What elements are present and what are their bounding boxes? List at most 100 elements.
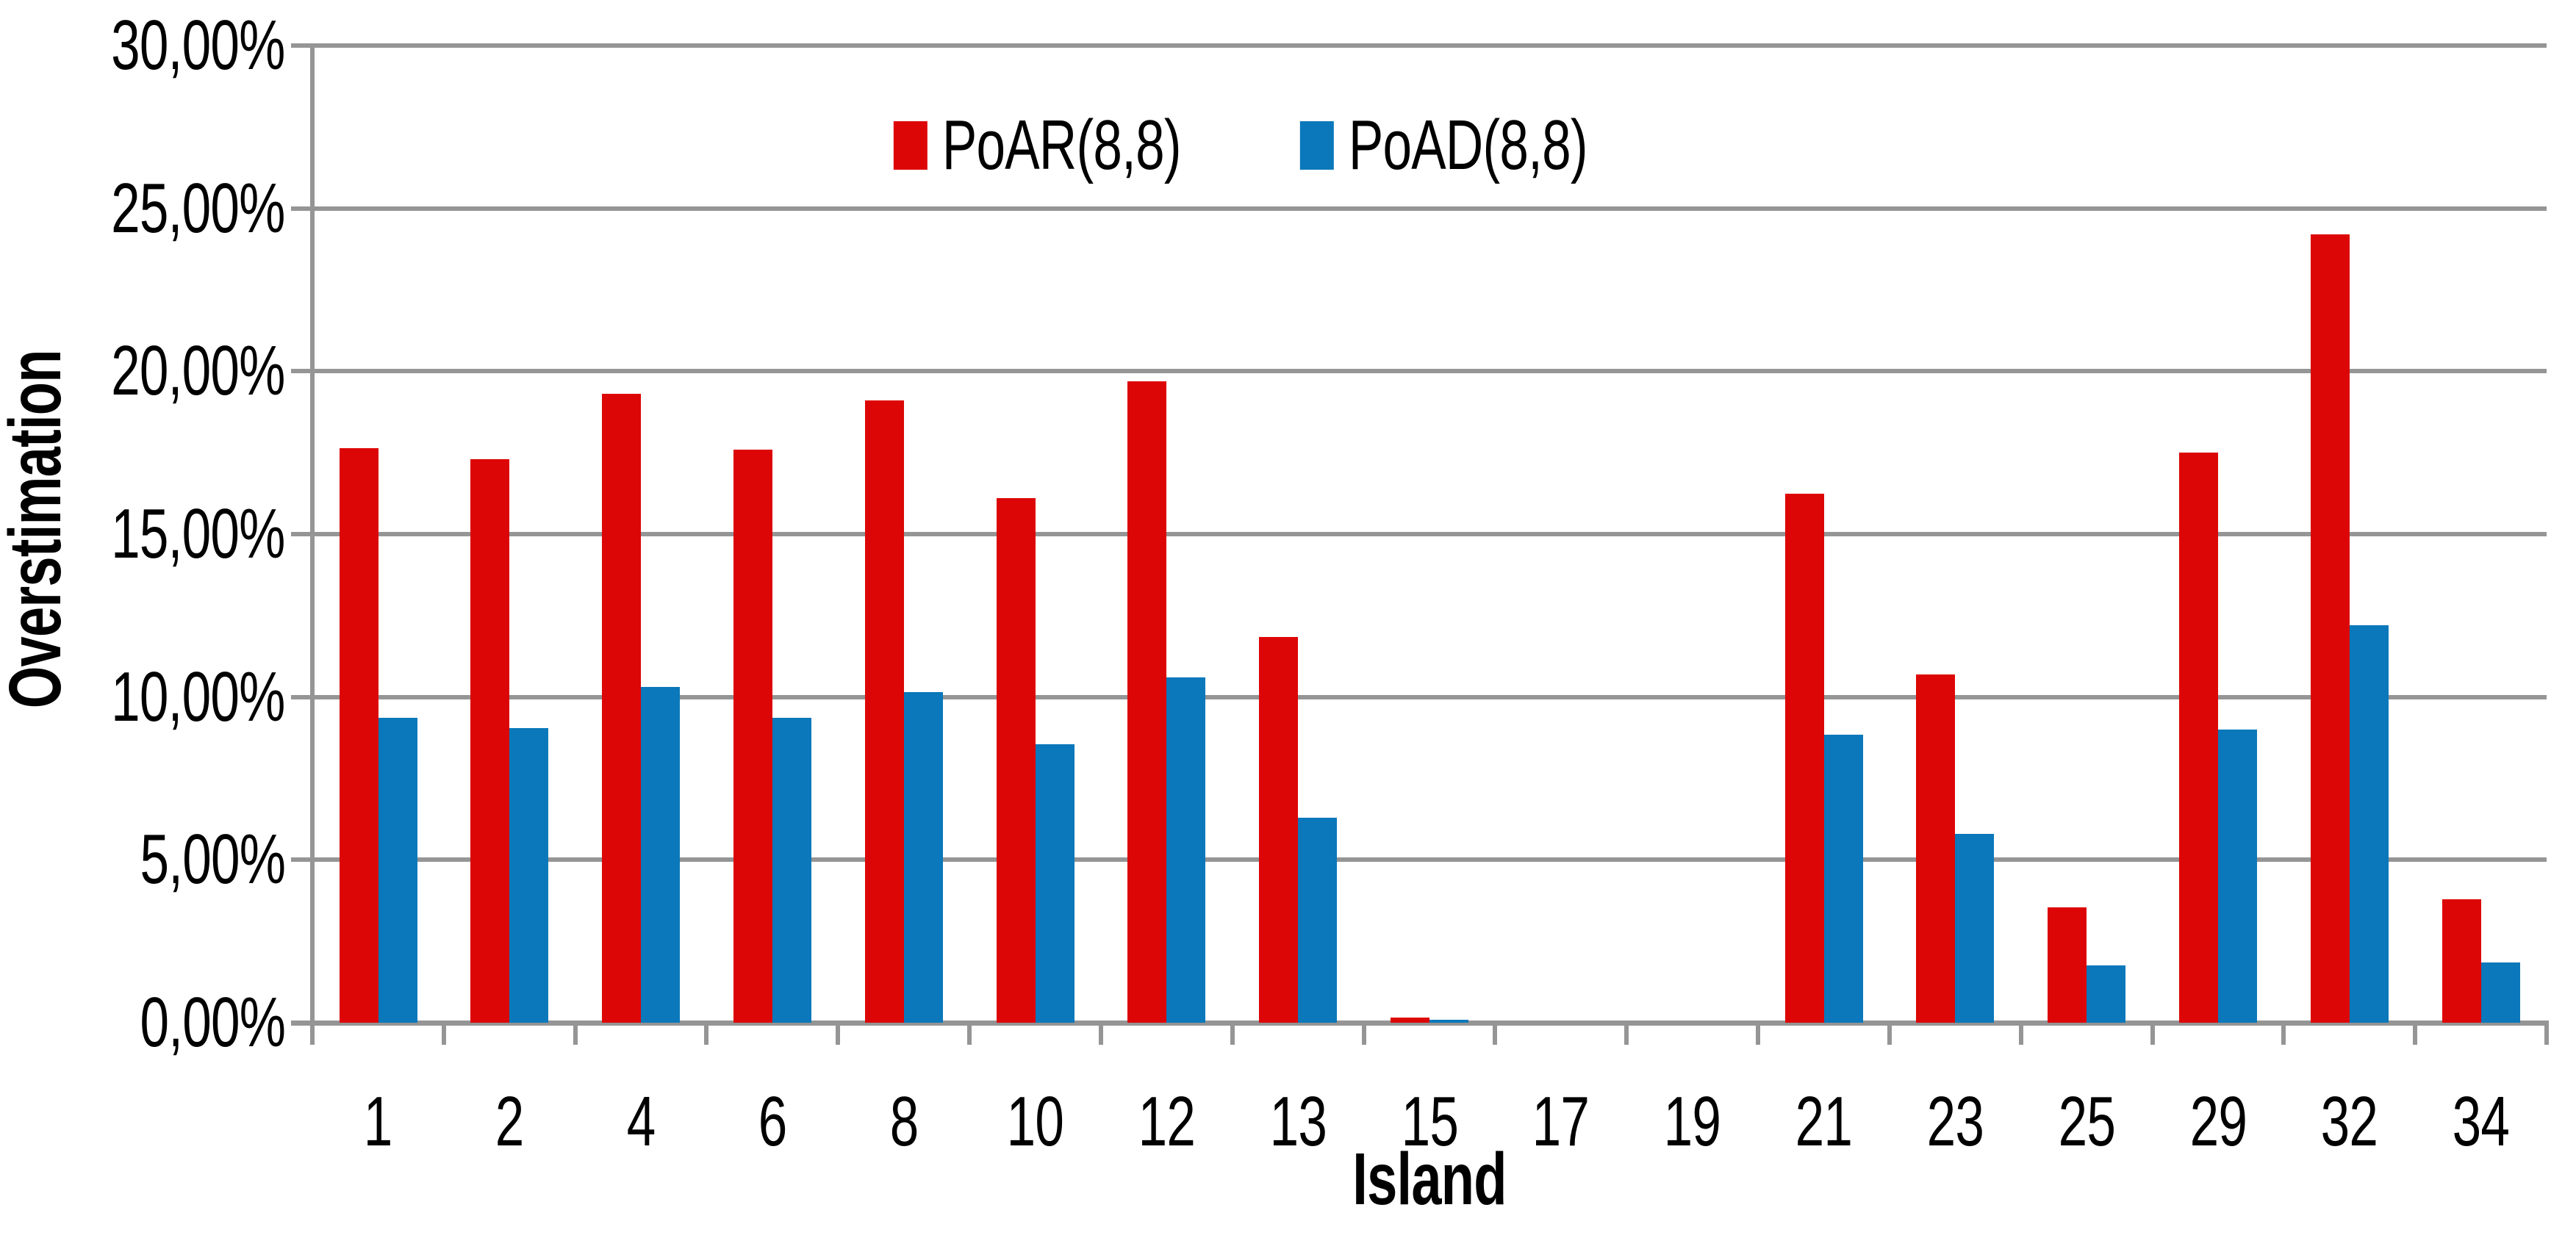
x-tick-mark [1887, 1023, 1892, 1045]
y-tick-label: 30,00% [43, 5, 286, 86]
bar-poar-cat-10 [996, 498, 1036, 1023]
x-tick-label-text: 34 [2452, 1082, 2510, 1161]
x-tick-mark [441, 1023, 446, 1045]
x-tick-mark [1493, 1023, 1498, 1045]
bar-poar-cat-4 [602, 394, 642, 1023]
x-tick-label-text: 1 [364, 1082, 393, 1161]
bar-poad-cat-8 [903, 692, 943, 1023]
x-tick-label: 1 [304, 1081, 451, 1162]
x-tick-label-text: 2 [495, 1082, 525, 1161]
x-tick-label: 32 [2276, 1081, 2423, 1162]
legend-label-poad: PoAD(8,8) [1349, 110, 1671, 181]
bar-poar-cat-32 [2310, 234, 2350, 1023]
x-tick-label-text: 4 [626, 1082, 656, 1161]
y-tick-label-text: 5,00% [140, 820, 285, 899]
x-tick-mark [1098, 1023, 1103, 1045]
x-tick-label-text: 19 [1663, 1082, 1721, 1161]
x-tick-label: 10 [962, 1081, 1109, 1162]
x-tick-label-text: 25 [2058, 1082, 2115, 1161]
bar-poad-cat-6 [772, 718, 811, 1023]
x-tick-mark [704, 1023, 709, 1045]
legend-marker-poar [893, 121, 928, 170]
bar-poad-cat-12 [1166, 677, 1206, 1023]
x-tick-label-text: 21 [1795, 1082, 1853, 1161]
bar-poad-cat-29 [2218, 730, 2258, 1023]
gridline [291, 857, 2547, 863]
gridline [291, 206, 2547, 211]
x-tick-label-text: 12 [1138, 1082, 1196, 1161]
x-tick-mark [1361, 1023, 1366, 1045]
x-tick-label-text: 32 [2320, 1082, 2378, 1161]
y-axis-title-text: Overstimation [0, 350, 76, 709]
x-tick-mark [310, 1023, 315, 1045]
x-tick-label: 23 [1881, 1081, 2028, 1162]
x-tick-mark [573, 1023, 578, 1045]
x-tick-mark [967, 1023, 972, 1045]
x-tick-mark [2150, 1023, 2155, 1045]
x-tick-label: 19 [1619, 1081, 1766, 1162]
x-tick-mark [1624, 1023, 1629, 1045]
x-tick-label-text: 6 [758, 1082, 787, 1161]
x-tick-label-text: 13 [1269, 1082, 1327, 1161]
bar-poad-cat-2 [509, 727, 549, 1023]
x-tick-mark [1756, 1023, 1761, 1045]
x-tick-label: 25 [2013, 1081, 2160, 1162]
bar-poar-cat-12 [1127, 381, 1167, 1023]
y-axis-line [310, 46, 315, 1023]
x-tick-mark [836, 1023, 841, 1045]
bar-poad-cat-21 [1823, 734, 1863, 1023]
x-tick-label: 17 [1488, 1081, 1635, 1162]
x-tick-label: 12 [1093, 1081, 1240, 1162]
x-tick-mark [2281, 1023, 2286, 1045]
gridline [291, 43, 2547, 48]
x-tick-label: 6 [699, 1081, 846, 1162]
bar-poar-cat-13 [1259, 636, 1299, 1023]
y-tick-label-text: 15,00% [111, 494, 286, 573]
x-tick-mark [2018, 1023, 2023, 1045]
bar-poad-cat-10 [1035, 744, 1074, 1023]
x-tick-label: 15 [1356, 1081, 1503, 1162]
bar-poar-cat-23 [1916, 674, 1956, 1023]
x-tick-label-text: 15 [1401, 1082, 1458, 1161]
legend-label-poad-text: PoAD(8,8) [1349, 106, 1588, 184]
y-tick-label-text: 25,00% [111, 168, 286, 248]
gridline [291, 369, 2547, 374]
y-tick-label: 20,00% [43, 331, 286, 411]
bar-poad-cat-13 [1298, 817, 1338, 1023]
x-axis-baseline [291, 1020, 2549, 1026]
legend: PoAR(8,8) PoAD(8,8) [893, 110, 1671, 181]
y-tick-label-text: 30,00% [111, 6, 286, 84]
bar-poar-cat-34 [2442, 899, 2481, 1023]
bar-poar-cat-6 [733, 449, 772, 1023]
x-tick-mark [2544, 1023, 2549, 1045]
legend-label-poar-text: PoAR(8,8) [941, 106, 1182, 184]
bar-poar-cat-8 [864, 400, 904, 1023]
x-tick-label: 13 [1224, 1081, 1371, 1162]
bar-poad-cat-15 [1429, 1020, 1469, 1023]
legend-item-poad: PoAD(8,8) [1300, 110, 1671, 181]
bar-poad-cat-25 [2087, 965, 2126, 1023]
x-tick-mark [1230, 1023, 1235, 1045]
bar-poar-cat-29 [2179, 453, 2219, 1023]
gridline [291, 532, 2547, 536]
legend-label-poar: PoAR(8,8) [942, 110, 1265, 181]
x-tick-label: 21 [1750, 1081, 1897, 1162]
bar-poad-cat-34 [2480, 962, 2520, 1023]
bar-poad-cat-1 [378, 718, 417, 1023]
bar-poad-cat-23 [1955, 833, 1995, 1023]
x-tick-label-text: 17 [1532, 1082, 1590, 1161]
bar-poar-cat-2 [470, 459, 510, 1023]
y-tick-label: 5,00% [43, 819, 285, 900]
y-tick-label-text: 10,00% [111, 657, 286, 736]
x-tick-label: 4 [567, 1081, 714, 1162]
x-axis-title: Island [1326, 1137, 1534, 1222]
legend-item-poar: PoAR(8,8) [893, 110, 1265, 181]
x-tick-label: 8 [830, 1081, 977, 1162]
y-tick-label: 15,00% [43, 494, 286, 575]
gridline [291, 694, 2547, 699]
x-tick-label: 29 [2145, 1081, 2292, 1162]
bar-poar-cat-25 [2048, 907, 2087, 1023]
y-tick-label: 10,00% [43, 657, 286, 738]
x-tick-label-text: 10 [1006, 1082, 1064, 1161]
bar-poad-cat-32 [2349, 625, 2389, 1023]
